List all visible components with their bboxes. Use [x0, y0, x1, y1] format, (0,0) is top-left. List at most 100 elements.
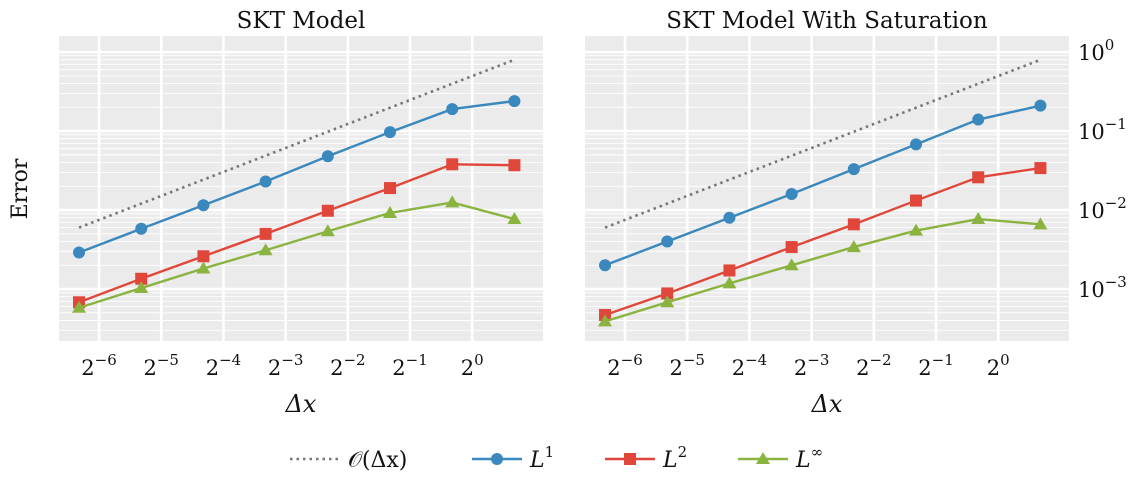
legend-item: L2	[605, 443, 687, 473]
x-tick-label: 2−1	[918, 351, 954, 380]
y-tick-label: 10−3	[1078, 273, 1127, 302]
data-point	[446, 158, 459, 171]
data-point	[507, 212, 522, 225]
y-tick-label: 10−2	[1078, 194, 1127, 223]
data-point	[72, 300, 87, 313]
series-line	[604, 217, 1041, 323]
data-point	[134, 281, 149, 294]
series-line	[78, 201, 515, 309]
series-line	[78, 163, 515, 304]
data-point	[445, 195, 460, 208]
data-point	[909, 223, 924, 236]
chart-title: SKT Model With Saturation	[666, 8, 988, 34]
data-point	[785, 241, 798, 254]
x-tick-labels: 2−6 2−5 2−4 2−3 2−2 2−1 20	[81, 351, 483, 380]
x-tick-label: 2−3	[794, 351, 830, 380]
legend-marker	[624, 453, 636, 465]
data-point	[599, 259, 612, 272]
series-l1	[73, 95, 521, 259]
chart-panel-skt-model-with-saturation: SKT Model With Saturation 2−6 2−5 2−4 2−3 2−…	[585, 8, 1127, 418]
legend-marker	[756, 452, 770, 464]
data-point	[197, 250, 210, 263]
data-point	[259, 175, 272, 188]
legend-item: 𝒪(Δx)	[290, 448, 407, 473]
data-point	[971, 212, 986, 225]
plot-area-background	[59, 36, 543, 341]
legend-label: L1	[529, 443, 554, 473]
x-tick-label: 2−1	[392, 351, 428, 380]
x-tick-labels: 2−6 2−5 2−4 2−3 2−2 2−1 20	[607, 351, 1009, 380]
series-l2	[73, 158, 521, 309]
data-point	[972, 113, 985, 126]
plot-area-background	[585, 36, 1069, 341]
x-tick-label: 20	[987, 351, 1010, 380]
legend-label: L2	[662, 443, 687, 473]
x-tick-label: 20	[461, 351, 484, 380]
series-l-	[72, 195, 522, 313]
x-tick-label: 2−3	[268, 351, 304, 380]
x-axis-label: Δx	[285, 390, 317, 418]
data-point	[383, 205, 398, 218]
series-group	[598, 58, 1048, 327]
data-point	[321, 150, 334, 163]
legend-label: 𝒪(Δx)	[348, 448, 407, 473]
x-tick-label: 2−4	[206, 351, 242, 380]
data-point	[508, 159, 521, 172]
x-axis-label: Δx	[811, 390, 843, 418]
data-point	[508, 95, 521, 108]
chart-panel-skt-model: SKT Model 2−6 2−5 2−4 2−3 2−2 2−1 20 Δx	[59, 8, 543, 418]
y-axis-label: Error	[8, 158, 33, 219]
series-l1	[599, 99, 1047, 272]
series-line	[78, 99, 515, 254]
data-point	[135, 222, 148, 235]
y-tick-label: 100	[1078, 36, 1114, 65]
data-point	[723, 264, 736, 277]
legend-label: L∞	[795, 443, 823, 473]
data-point	[384, 182, 397, 195]
data-point	[847, 163, 860, 176]
x-tick-label: 2−5	[143, 351, 179, 380]
legend-item: L∞	[738, 443, 823, 473]
data-point	[320, 224, 335, 237]
data-point	[1034, 99, 1047, 112]
data-point	[661, 287, 674, 300]
x-tick-label: 2−2	[330, 351, 366, 380]
x-tick-label: 2−2	[856, 351, 892, 380]
data-point	[723, 211, 736, 224]
data-point	[258, 243, 273, 256]
x-tick-label: 2−5	[669, 351, 705, 380]
data-point	[259, 227, 272, 240]
data-point	[910, 138, 923, 151]
data-point	[135, 272, 148, 285]
data-point	[1034, 162, 1047, 175]
data-point	[846, 240, 861, 253]
data-point	[321, 204, 334, 217]
data-point	[196, 261, 211, 274]
series-l2	[599, 162, 1047, 321]
data-point	[384, 126, 397, 139]
data-point	[446, 103, 459, 116]
data-point	[784, 258, 799, 271]
data-point	[197, 199, 210, 212]
data-point	[972, 171, 985, 184]
data-point	[910, 194, 923, 207]
data-point	[722, 276, 737, 289]
data-point	[785, 187, 798, 200]
data-point	[73, 246, 86, 259]
y-tick-label: 10−1	[1078, 115, 1127, 144]
legend-item: L1	[472, 443, 554, 473]
x-tick-label: 2−6	[607, 351, 643, 380]
series-line	[604, 104, 1041, 267]
series-l-	[598, 212, 1048, 327]
series-line	[604, 166, 1041, 317]
data-point	[660, 295, 675, 308]
x-tick-label: 2−4	[732, 351, 768, 380]
y-tick-labels: 100 10−1 10−2 10−3	[1078, 36, 1127, 302]
chart-title: SKT Model	[237, 8, 366, 34]
data-point	[598, 314, 613, 327]
legend: 𝒪(Δx) L1 L2 L∞	[290, 443, 823, 473]
data-point	[1033, 217, 1048, 230]
legend-marker	[491, 453, 503, 465]
data-point	[661, 235, 674, 248]
data-point	[847, 218, 860, 231]
